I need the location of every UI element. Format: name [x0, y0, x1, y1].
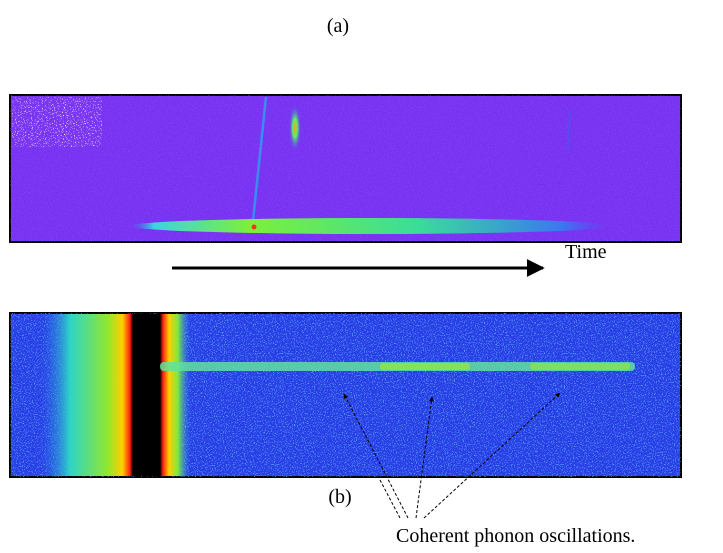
annotation-arrows [343, 392, 561, 519]
panel-b-image [9, 312, 682, 478]
panel-b-label: (b) [328, 486, 351, 508]
panel-a-image [9, 94, 682, 243]
annotation-text: Coherent phonon oscillations. [396, 525, 635, 547]
panel-a-label: (a) [327, 15, 349, 37]
time-label: Time [565, 241, 607, 263]
